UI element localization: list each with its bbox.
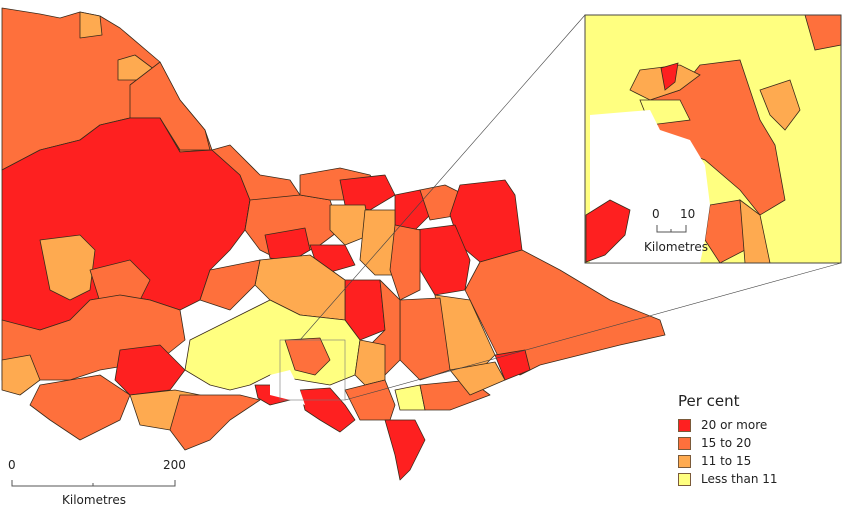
legend-item-20-or-more: 20 or more	[678, 416, 778, 434]
legend-label: Less than 11	[701, 472, 778, 486]
legend-item-11-to-15: 11 to 15	[678, 452, 778, 470]
inset-scale-unit: Kilometres	[644, 240, 708, 254]
legend: Per cent 20 or more 15 to 20 11 to 15 Le…	[678, 392, 778, 488]
legend-item-less-than-11: Less than 11	[678, 470, 778, 488]
legend-title: Per cent	[678, 392, 740, 410]
scale-unit: Kilometres	[62, 493, 126, 507]
swatch-light-orange	[678, 454, 691, 468]
legend-label: 11 to 15	[701, 454, 752, 468]
melbourne-inset	[584, 14, 842, 264]
scale-label-0: 0	[8, 458, 16, 472]
port-phillip-bay	[270, 370, 305, 405]
swatch-red	[678, 418, 691, 432]
inset-scale-bar	[656, 225, 687, 233]
scale-label-200: 200	[163, 458, 186, 472]
legend-label: 20 or more	[701, 418, 768, 432]
legend-label: 15 to 20	[701, 436, 752, 450]
main-scale-bar	[11, 480, 176, 487]
legend-item-15-to-20: 15 to 20	[678, 434, 778, 452]
region-east-gippsland	[464, 249, 666, 376]
swatch-orange	[678, 436, 691, 450]
inset-scale-label-0: 0	[652, 207, 660, 221]
swatch-yellow	[678, 472, 691, 486]
inset-scale-label-10: 10	[680, 207, 696, 221]
